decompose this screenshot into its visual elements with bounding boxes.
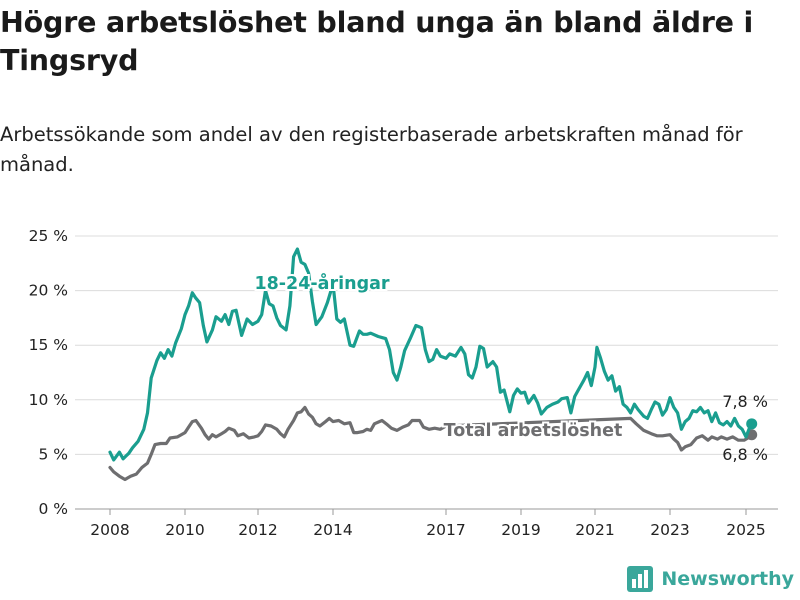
y-tick-label: 15 % [29,336,68,354]
series-labels: 18-24-åringar Total arbetslöshet 7,8 % 6,8 … [252,270,768,464]
gridlines: 0 % 5 % 10 % 15 % 20 % 25 % [29,227,778,518]
chart-subtitle: Arbetssökande som andel av den registerb… [0,123,743,176]
x-axis: 2008 2010 2012 2014 2017 2019 2021 2023 2025 [90,509,766,539]
y-tick-label: 0 % [38,500,68,518]
series-label: 18-24-åringar [254,272,389,294]
series-line [108,247,754,462]
x-tick-label: 2017 [426,521,465,539]
x-tick-label: 2021 [575,521,614,539]
end-value-label: 6,8 % [722,445,768,464]
series-label: Total arbetslöshet [444,421,623,441]
end-value-label: 7,8 % [722,392,768,411]
x-tick-label: 2008 [90,521,129,539]
x-tick-label: 2025 [726,521,765,539]
series-lines [108,247,758,482]
brand-name: Newsworthy [661,568,794,590]
newsworthy-logo: Newsworthy [627,566,794,592]
series-end-point [746,418,758,430]
y-tick-label: 10 % [29,391,68,409]
x-tick-label: 2023 [650,521,689,539]
x-tick-label: 2012 [238,521,277,539]
y-tick-label: 20 % [29,282,68,300]
bar-chart-icon [627,566,654,592]
x-tick-label: 2019 [501,521,540,539]
x-tick-label: 2014 [313,521,352,539]
y-tick-label: 25 % [29,227,68,245]
y-tick-label: 5 % [38,445,68,463]
chart-title: Högre arbetslöshet bland unga än bland ä… [0,6,754,77]
series-line [108,405,754,482]
x-tick-label: 2010 [165,521,204,539]
